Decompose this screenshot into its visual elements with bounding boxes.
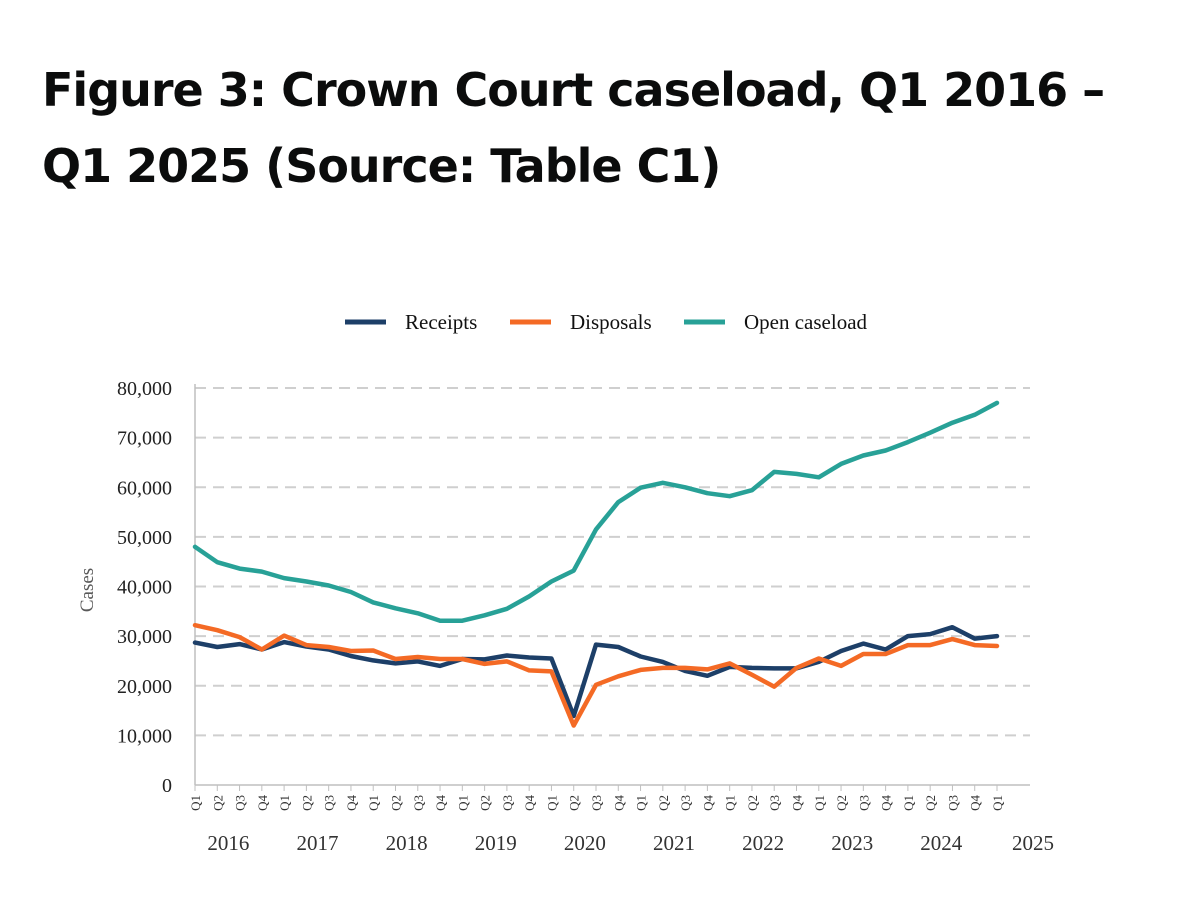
y-tick-label: 0 xyxy=(162,775,172,797)
axes xyxy=(194,384,1030,791)
year-label: 2019 xyxy=(475,831,517,855)
x-tick-label: Q2 xyxy=(834,795,849,811)
year-label: 2018 xyxy=(386,831,428,855)
x-tick-label: Q3 xyxy=(678,795,693,811)
x-tick-label: Q3 xyxy=(233,795,248,811)
x-tick-label: Q1 xyxy=(455,795,470,811)
y-tick-label: 30,000 xyxy=(117,626,172,648)
legend-label: Open caseload xyxy=(744,310,868,334)
x-tick-label: Q2 xyxy=(656,795,671,811)
x-tick-label: Q2 xyxy=(567,795,582,811)
x-tick-label: Q4 xyxy=(700,795,715,811)
year-label: 2020 xyxy=(564,831,606,855)
year-label: 2021 xyxy=(653,831,695,855)
x-tick-label: Q2 xyxy=(389,795,404,811)
y-tick-label: 10,000 xyxy=(117,725,172,747)
y-tick-label: 40,000 xyxy=(117,577,172,599)
x-tick-label: Q2 xyxy=(478,795,493,811)
x-tick-label: Q3 xyxy=(411,795,426,811)
y-tick-labels: 0 10,000 20,000 30,000 40,000 50,000 60,000 70,… xyxy=(117,378,172,797)
x-tick-label: Q4 xyxy=(522,795,537,811)
x-tick-label: Q4 xyxy=(611,795,626,811)
series-line-disposals xyxy=(192,622,1000,728)
x-tick-label: Q1 xyxy=(277,795,292,811)
x-tick-label: Q2 xyxy=(923,795,938,811)
x-tick-label: Q4 xyxy=(968,795,983,811)
year-label: 2022 xyxy=(742,831,784,855)
x-tick-label: Q3 xyxy=(322,795,337,811)
y-tick-label: 20,000 xyxy=(117,676,172,698)
year-label: 2024 xyxy=(920,831,963,855)
x-tick-labels: Q1 Q2 Q3 Q4 Q1 Q2 Q3 Q4 Q1 Q2 Q3 Q4 Q1 Q2 Q3 Q4 Q1 Q2 Q3 Q4… xyxy=(188,795,1005,811)
x-tick-label: Q2 xyxy=(745,795,760,811)
x-tick-label: Q4 xyxy=(255,795,270,811)
x-tick-label: Q3 xyxy=(945,795,960,811)
x-tick-label: Q2 xyxy=(210,795,225,811)
y-tick-label: 60,000 xyxy=(117,477,172,499)
x-tick-label: Q1 xyxy=(544,795,559,811)
x-tick-label: Q4 xyxy=(433,795,448,811)
x-tick-label: Q3 xyxy=(767,795,782,811)
year-label: 2023 xyxy=(831,831,873,855)
series-line-open-caseload xyxy=(192,400,1000,623)
legend-label: Receipts xyxy=(405,310,477,334)
x-tick-label: Q4 xyxy=(879,795,894,811)
x-tick-label: Q1 xyxy=(812,795,827,811)
y-axis-label: Cases xyxy=(77,568,98,612)
x-tick-label: Q2 xyxy=(299,795,314,811)
year-label: 2025 xyxy=(1012,831,1054,855)
year-labels: 2016 2017 2018 2019 2020 2021 2022 2023 2024 2025 xyxy=(207,831,1054,855)
series-line-receipts xyxy=(192,624,1000,719)
figure-title: Figure 3: Crown Court caseload, Q1 2016 … xyxy=(42,63,1105,193)
x-tick-label: Q1 xyxy=(901,795,916,811)
x-tick-label: Q3 xyxy=(856,795,871,811)
x-tick-label: Q1 xyxy=(723,795,738,811)
x-tick-label: Q1 xyxy=(990,795,1005,811)
x-tick-label: Q1 xyxy=(634,795,649,811)
x-tick-label: Q4 xyxy=(344,795,359,811)
y-tick-label: 50,000 xyxy=(117,527,172,549)
x-tick-label: Q4 xyxy=(790,795,805,811)
x-tick-label: Q1 xyxy=(366,795,381,811)
y-tick-label: 70,000 xyxy=(117,428,172,450)
x-tick-label: Q3 xyxy=(589,795,604,811)
y-gridlines xyxy=(195,387,1030,737)
legend-label: Disposals xyxy=(570,310,652,334)
y-tick-label: 80,000 xyxy=(117,378,172,400)
year-label: 2017 xyxy=(297,831,339,855)
data-series xyxy=(192,400,1000,728)
chart-legend: Receipts Disposals Open caseload xyxy=(345,310,868,334)
x-tick-label: Q3 xyxy=(500,795,515,811)
year-label: 2016 xyxy=(207,831,249,855)
x-tick-label: Q1 xyxy=(188,795,203,811)
